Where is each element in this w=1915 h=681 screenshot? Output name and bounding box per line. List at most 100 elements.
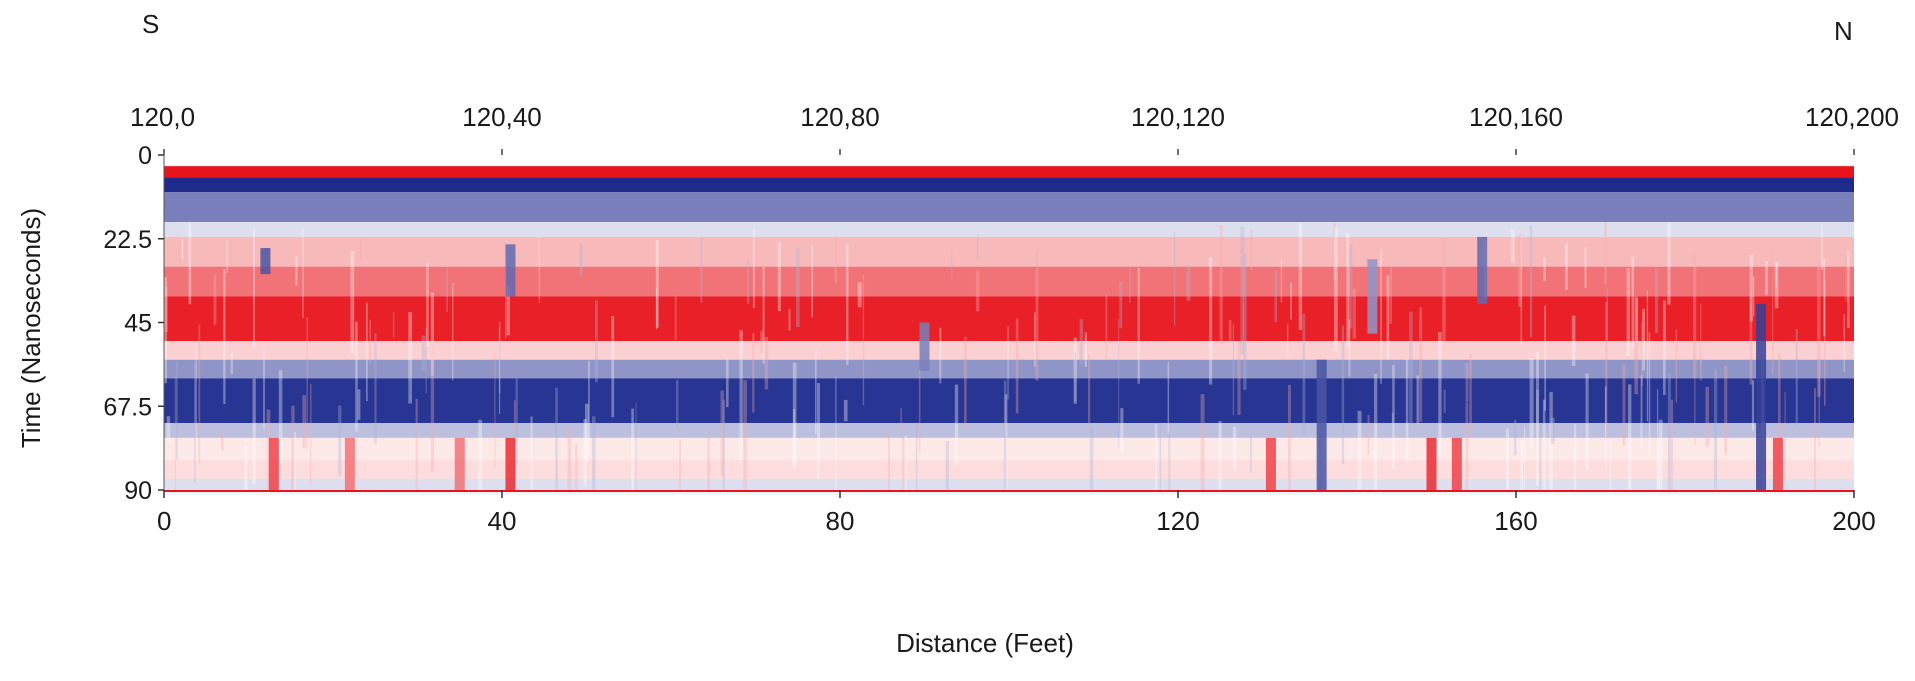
trace-column-54	[1765, 261, 1769, 296]
trace-column-90	[1218, 421, 1222, 490]
trace-column-64	[499, 326, 501, 414]
reflection-bands	[164, 166, 1854, 490]
trace-column-212	[1168, 423, 1171, 490]
trace-column-102	[945, 441, 949, 490]
trace-column-30	[918, 370, 921, 453]
trace-column-9	[1034, 312, 1036, 367]
trace-column-15	[1232, 324, 1235, 416]
trace-column-123	[1675, 329, 1678, 403]
trace-column-104	[1290, 282, 1292, 320]
trace-column-146	[302, 228, 304, 318]
trace-column-89	[1438, 332, 1442, 456]
trace-column-57	[1173, 232, 1176, 326]
trace-column-53	[835, 376, 837, 490]
trace-column-65	[976, 234, 979, 260]
trace-column-156	[595, 300, 598, 383]
trace-column-5	[793, 409, 796, 469]
trace-column-113	[1847, 250, 1850, 329]
trace-column-139	[415, 398, 418, 490]
x-axis: 0 40 80 120 160 200	[157, 490, 1876, 536]
trace-column-131	[478, 419, 483, 490]
reflection-anomaly-3	[268, 437, 279, 490]
trace-column-224	[939, 327, 942, 384]
trace-column-198	[1419, 307, 1423, 422]
trace-column-111	[1341, 325, 1345, 464]
trace-column-208	[815, 349, 817, 435]
trace-column-248	[656, 286, 658, 330]
trace-column-16	[1658, 419, 1663, 490]
trace-column-87	[846, 244, 849, 365]
trace-column-183	[266, 409, 271, 490]
trace-column-36	[1186, 264, 1191, 301]
trace-column-186	[555, 387, 558, 490]
trace-column-39	[421, 335, 426, 371]
trace-column-31	[1443, 389, 1446, 413]
y-axis-label: Time (Nanoseconds)	[16, 208, 46, 448]
y-tick-label-3: 67.5	[103, 393, 152, 421]
trace-column-67	[1200, 394, 1205, 490]
trace-column-154	[655, 240, 659, 328]
trace-column-125	[221, 429, 224, 451]
reflection-anomaly-13	[1756, 303, 1767, 490]
trace-column-136	[505, 256, 507, 338]
trace-column-19	[796, 248, 800, 328]
trace-column-42	[862, 274, 865, 406]
trace-column-22	[252, 378, 256, 485]
trace-column-190	[611, 316, 615, 418]
trace-column-143	[426, 263, 429, 347]
trace-column-162	[1772, 251, 1774, 375]
trace-column-150	[1391, 413, 1394, 435]
trace-column-176	[760, 331, 764, 353]
trace-column-239	[1167, 361, 1170, 434]
reflection-anomaly-11	[1451, 437, 1462, 490]
trace-column-217	[1505, 428, 1509, 490]
trace-column-68	[1520, 236, 1523, 344]
trace-column-167	[1655, 268, 1659, 333]
reflection-anomaly-5	[454, 437, 465, 490]
trace-column-52	[1646, 290, 1649, 422]
trace-column-4	[1724, 365, 1728, 456]
trace-column-109	[1465, 363, 1469, 402]
reflection-anomaly-10	[1426, 437, 1437, 490]
trace-column-223	[194, 363, 196, 482]
trace-column-119	[1374, 374, 1378, 490]
trace-column-101	[1015, 318, 1019, 414]
y-axis: 0 22.5 45 67.5 90	[103, 142, 165, 505]
reflection-anomaly-4	[344, 437, 355, 490]
trace-column-74	[585, 403, 589, 462]
trace-column-142	[188, 222, 192, 305]
y-tick-label-0: 0	[138, 142, 152, 170]
trace-column-218	[244, 445, 248, 490]
reflection-band-7	[164, 341, 1854, 360]
trace-column-20	[1240, 226, 1245, 355]
trace-column-251	[1274, 270, 1277, 322]
trace-column-122	[567, 428, 572, 490]
trace-column-181	[1287, 324, 1289, 357]
trace-column-243	[674, 294, 677, 340]
trace-column-81	[1073, 337, 1077, 404]
reflection-band-1	[164, 177, 1854, 193]
trace-column-14	[295, 256, 298, 286]
trace-column-55	[1536, 389, 1539, 426]
trace-column-24	[1656, 443, 1661, 490]
trace-column-76	[1549, 391, 1553, 490]
trace-column-32	[506, 287, 510, 336]
direction-label-end: N	[1834, 16, 1853, 46]
trace-column-158	[1074, 352, 1076, 402]
trace-column-50	[1640, 375, 1643, 448]
trace-column-237	[817, 383, 820, 478]
trace-column-47	[743, 380, 747, 489]
trace-column-241	[446, 267, 448, 312]
trace-column-45	[1288, 384, 1291, 490]
trace-column-257	[679, 439, 682, 490]
reflection-band-13	[164, 478, 1854, 490]
trace-column-192	[408, 312, 412, 404]
trace-column-231	[1634, 296, 1639, 395]
trace-column-106	[1775, 262, 1777, 288]
reflection-anomaly-14	[1772, 437, 1783, 490]
x-tick-label-3: 120	[1156, 506, 1199, 536]
trace-column-221	[1657, 389, 1659, 490]
trace-column-88	[369, 319, 371, 364]
trace-column-255	[1003, 380, 1007, 490]
trace-column-29	[1004, 394, 1008, 490]
